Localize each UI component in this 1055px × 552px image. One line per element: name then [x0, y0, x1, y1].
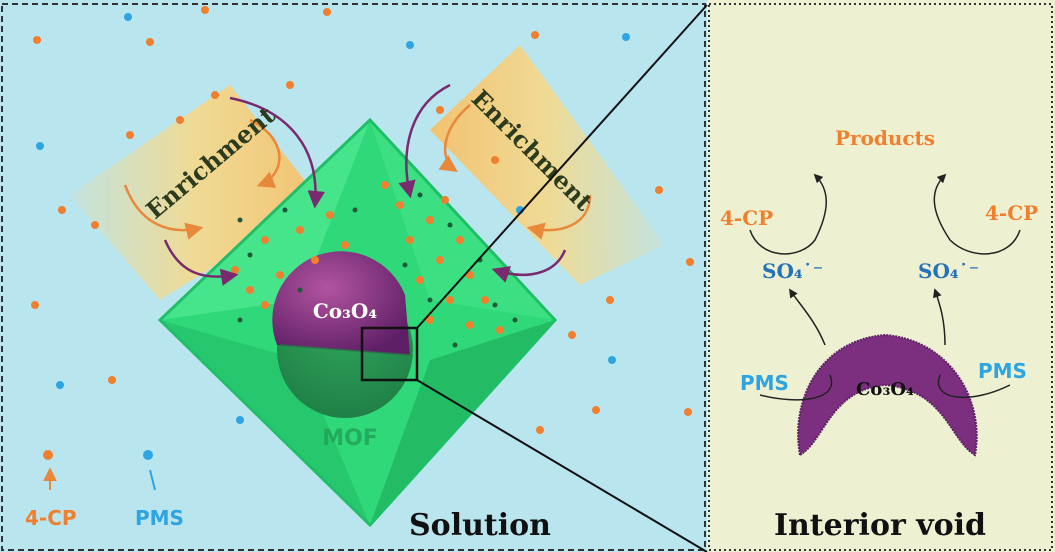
cp-right-label: 4-CP: [985, 201, 1038, 225]
enrichment-band-left: [70, 85, 320, 300]
reaction-arrows: [749, 173, 1021, 401]
mof-label: MOF: [322, 426, 378, 451]
interior-void-title: Interior void: [774, 508, 986, 543]
zoom-box: [360, 326, 419, 382]
legend-cp-label: 4-CP: [25, 506, 77, 530]
solution-title: Solution: [409, 508, 551, 543]
co3o4-core: [272, 251, 413, 418]
radical-right-label: SO₄˙⁻: [918, 259, 979, 283]
interior-void-panel: [707, 0, 1055, 552]
pms-left-label: PMS: [740, 371, 789, 395]
core-label: Co₃O₄: [313, 299, 377, 323]
legend-pms-dot: [143, 450, 153, 460]
zoom-line-bottom: [416, 379, 708, 552]
solution-molecules: [31, 6, 694, 434]
radical-left-label: SO₄˙⁻: [762, 259, 823, 283]
zoom-line-top: [416, 4, 708, 329]
products-label: Products: [835, 126, 935, 150]
pore-dots: [231, 181, 518, 348]
legend-pms-arrow: [149, 469, 156, 491]
legend: 4-CP PMS: [25, 450, 184, 530]
void-core-label: Co₃O₄: [856, 379, 914, 400]
solution-border: [1, 3, 706, 551]
pms-right-label: PMS: [978, 359, 1027, 383]
void-border: [708, 3, 1053, 551]
legend-cp-dot: [43, 450, 53, 460]
cp-left-label: 4-CP: [720, 206, 773, 230]
legend-pms-label: PMS: [135, 506, 184, 530]
enrichment-band-right: [430, 45, 665, 285]
enrichment-arrows: [123, 83, 592, 286]
void-co3o4-crescent: [797, 333, 978, 457]
